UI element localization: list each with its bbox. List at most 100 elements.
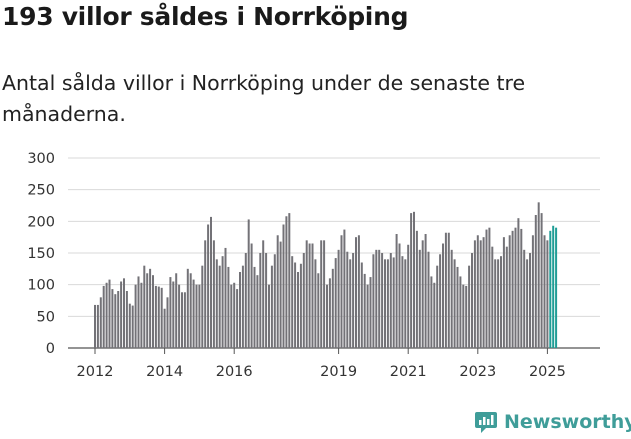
bar [529,253,531,348]
newsworthy-logo[interactable]: Newsworthy [474,406,631,438]
bar [459,276,462,348]
bar [447,232,450,348]
x-tick-label: 2012 [77,364,114,380]
bar [146,273,149,348]
x-tick-label: 2019 [320,364,357,380]
bar-highlight [552,225,555,348]
brand-name: Newsworthy [504,411,631,433]
bar [517,218,520,348]
bar [343,229,346,348]
bar [108,279,111,348]
bar [227,266,230,348]
bar [392,257,395,348]
bar [511,230,514,348]
bar [314,259,317,348]
bar [476,235,479,348]
bar [250,243,253,348]
bar [404,259,407,348]
bar [328,278,331,348]
bar [279,241,282,348]
bar [442,243,444,348]
bar [239,272,241,348]
bar [386,259,389,348]
bar [114,294,117,348]
y-tick-label: 200 [27,214,55,230]
x-tick-label: 2025 [529,364,566,380]
bar [502,237,505,348]
bar [436,265,439,348]
bar [357,235,360,348]
bar [334,258,337,348]
bar [172,281,175,348]
value-annotation: 193 [578,140,606,144]
bar [514,227,517,348]
bar [508,235,511,348]
bar [462,284,465,348]
bar [497,259,500,348]
bar [337,249,340,348]
bar [378,249,381,348]
bar [128,303,131,348]
bar [137,276,140,348]
bar [198,284,201,348]
bar [195,284,198,348]
bar [500,256,502,348]
bar [534,215,537,348]
bar [131,305,134,348]
chart-subtitle: Antal sålda villor i Norrköping under de… [2,71,526,126]
bar [212,240,215,348]
bar [120,281,123,348]
bar [99,297,102,348]
bar [410,213,413,348]
bar [299,263,302,348]
bar [178,284,181,348]
bar [207,224,210,348]
bar [308,243,311,348]
bar [221,256,224,348]
bar [262,240,265,348]
bar [453,259,456,348]
bar [424,234,427,348]
x-tick-label: 2014 [146,364,183,380]
bar [175,273,178,348]
bar [230,284,233,348]
bar [465,285,468,348]
bar [456,266,459,348]
bar [546,240,549,348]
bar [140,282,143,348]
bar [253,266,256,348]
bar [268,284,270,348]
chart-title: 193 villor såldes i Norrköping [2,2,409,31]
bar [302,253,305,348]
bar [421,240,424,348]
bar [450,249,453,348]
bar [96,304,99,348]
bar [201,265,204,348]
bar [241,265,244,348]
bar [160,287,163,348]
bar [181,292,183,348]
bar [143,265,146,348]
bar [491,246,494,348]
bar [157,286,160,348]
bar [111,289,114,348]
bar [326,284,328,348]
bar [134,284,137,348]
bar [204,240,207,348]
bar-series [94,202,558,348]
bar [389,253,392,348]
bar [418,249,421,348]
bar [540,213,543,348]
axis-labels: 0 50 100 150 200 250 300 2012 2014 2016 2019 2021 20… [27,140,606,380]
bar [363,273,366,348]
bar [320,240,323,348]
bar [189,273,192,348]
bar [152,275,154,348]
bar [369,277,372,348]
bar [186,268,189,348]
bar [291,256,294,348]
bar [105,282,108,348]
y-tick-label: 0 [46,341,55,357]
bar [427,251,430,348]
bar [276,235,279,348]
